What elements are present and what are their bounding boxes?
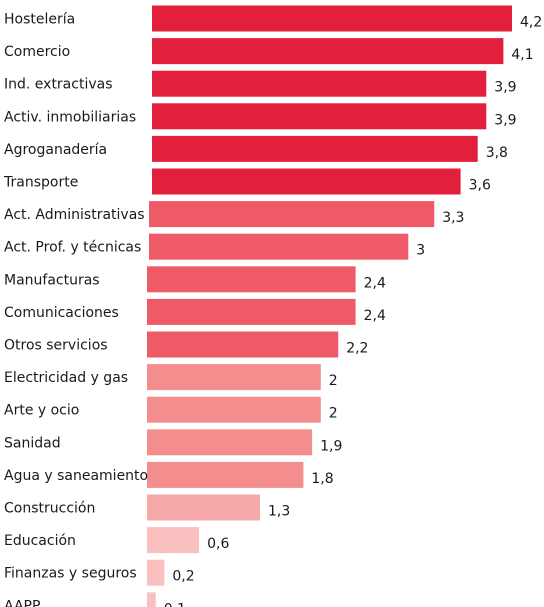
- value-label: 1,8: [311, 471, 333, 487]
- category-label: Sanidad: [4, 435, 61, 451]
- bar: [147, 592, 156, 607]
- category-labels-group: Hostelería Comercio Ind. extractivas Activ.…: [3, 12, 148, 607]
- category-label: Act. Prof. y técnicas: [4, 240, 141, 256]
- value-label: 3,9: [494, 80, 516, 96]
- bar: [147, 331, 339, 358]
- category-label: Comercio: [4, 44, 70, 60]
- value-label: 3,3: [442, 210, 464, 226]
- value-label: 2,4: [364, 308, 386, 324]
- bar: [152, 38, 504, 65]
- value-label: 1,3: [268, 504, 290, 520]
- bar: [147, 559, 165, 586]
- category-label: Construcción: [4, 501, 95, 517]
- value-label: 3,9: [494, 112, 516, 128]
- category-label: Agroganadería: [4, 142, 107, 158]
- bar: [152, 5, 512, 32]
- category-label: AAPP: [4, 598, 40, 607]
- category-label: Transporte: [3, 175, 78, 191]
- category-label: Act. Administrativas: [4, 207, 145, 223]
- bar: [149, 201, 435, 228]
- value-label: 2: [329, 373, 338, 389]
- bar: [147, 494, 260, 521]
- category-label: Arte y ocio: [4, 403, 79, 419]
- category-label: Manufacturas: [4, 272, 100, 288]
- bar: [149, 233, 409, 260]
- value-label: 1,9: [320, 438, 342, 454]
- bars-group: [147, 5, 512, 607]
- bar: [147, 298, 356, 325]
- category-label: Electricidad y gas: [4, 370, 128, 386]
- bar: [152, 135, 478, 162]
- value-label: 0,1: [164, 601, 186, 607]
- category-label: Finanzas y seguros: [4, 566, 137, 582]
- category-label: Otros servicios: [4, 338, 108, 354]
- bar: [147, 396, 321, 423]
- bar: [147, 527, 200, 554]
- bar: [147, 461, 304, 488]
- category-label: Ind. extractivas: [4, 77, 113, 93]
- value-label: 0,2: [172, 569, 194, 585]
- bar: [147, 364, 321, 391]
- bar: [147, 429, 313, 456]
- category-label: Comunicaciones: [4, 305, 119, 321]
- value-label: 2,2: [346, 341, 368, 357]
- value-label: 0,6: [207, 536, 229, 552]
- value-label: 2,4: [364, 275, 386, 291]
- value-label: 4,2: [520, 15, 542, 31]
- value-label: 2: [329, 406, 338, 422]
- bar: [152, 168, 461, 195]
- category-label: Agua y saneamiento: [4, 468, 148, 484]
- category-label: Educación: [4, 533, 76, 549]
- bar: [152, 103, 487, 130]
- category-label: Activ. inmobiliarias: [4, 109, 136, 125]
- value-labels-group: 4,2 4,1 3,9 3,9 3,8 3,6 3,3 3 2,4 2,4 2,2 2 2 1,9 1,8 1…: [164, 15, 543, 607]
- value-label: 3,8: [486, 145, 508, 161]
- value-label: 3,6: [469, 178, 491, 194]
- bar: [152, 70, 487, 97]
- bar: [147, 266, 356, 293]
- category-label: Hostelería: [4, 12, 75, 28]
- value-label: 4,1: [511, 47, 533, 63]
- value-label: 3: [416, 243, 425, 259]
